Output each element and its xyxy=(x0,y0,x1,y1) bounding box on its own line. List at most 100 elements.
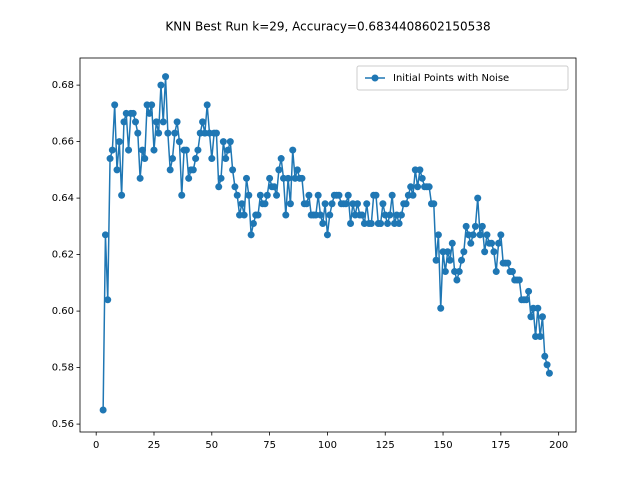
data-point xyxy=(115,138,123,146)
data-point xyxy=(425,183,433,191)
data-point xyxy=(215,183,223,191)
data-point xyxy=(157,81,165,89)
data-point xyxy=(120,118,128,126)
data-point xyxy=(328,200,336,208)
data-point xyxy=(212,129,220,137)
data-point xyxy=(159,118,167,126)
data-point xyxy=(106,155,114,163)
data-point xyxy=(162,73,170,81)
y-tick-label: 0.56 xyxy=(52,419,74,430)
data-point xyxy=(455,268,463,276)
data-point xyxy=(363,200,371,208)
data-point xyxy=(256,191,264,199)
data-point xyxy=(444,248,452,256)
data-point xyxy=(101,231,109,239)
data-point xyxy=(185,174,193,182)
data-point xyxy=(113,166,121,174)
data-point xyxy=(108,146,116,154)
data-point xyxy=(199,118,207,126)
data-point xyxy=(245,191,253,199)
data-point xyxy=(249,220,257,228)
data-point xyxy=(298,174,306,182)
legend-marker xyxy=(371,74,379,82)
data-point xyxy=(508,268,516,276)
data-point xyxy=(203,101,211,109)
data-point xyxy=(386,211,394,219)
data-point xyxy=(182,146,190,154)
data-point xyxy=(261,200,269,208)
y-tick-label: 0.58 xyxy=(52,363,74,374)
data-point xyxy=(118,191,126,199)
y-tick-label: 0.64 xyxy=(52,193,74,204)
data-point xyxy=(538,313,546,321)
data-point xyxy=(145,109,153,117)
data-point xyxy=(372,191,380,199)
data-point xyxy=(525,287,533,295)
data-point xyxy=(284,174,292,182)
data-point xyxy=(293,166,301,174)
data-point xyxy=(416,166,424,174)
data-point xyxy=(141,155,149,163)
data-point xyxy=(171,129,179,137)
y-tick-label: 0.66 xyxy=(52,137,74,148)
chart-title: KNN Best Run k=29, Accuracy=0.6834408602… xyxy=(165,20,490,34)
data-point xyxy=(226,138,234,146)
data-point xyxy=(238,200,246,208)
data-point xyxy=(418,174,426,182)
x-tick-label: 150 xyxy=(433,440,452,451)
data-point xyxy=(379,200,387,208)
data-point xyxy=(495,239,503,247)
data-point xyxy=(273,191,281,199)
data-point xyxy=(189,166,197,174)
data-point xyxy=(448,239,456,247)
x-tick-label: 50 xyxy=(205,440,218,451)
x-tick-label: 200 xyxy=(549,440,568,451)
data-point xyxy=(155,129,163,137)
data-point xyxy=(217,174,225,182)
data-point xyxy=(168,155,176,163)
data-point xyxy=(497,231,505,239)
data-point xyxy=(395,220,403,228)
y-tick-label: 0.68 xyxy=(52,80,74,91)
data-point xyxy=(314,191,322,199)
data-point xyxy=(377,220,385,228)
data-point xyxy=(222,155,230,163)
data-point xyxy=(536,333,544,341)
plot-frame xyxy=(79,57,577,433)
x-tick-label: 100 xyxy=(318,440,337,451)
data-point xyxy=(430,200,438,208)
data-point xyxy=(492,268,500,276)
data-point xyxy=(319,220,327,228)
data-point xyxy=(263,191,271,199)
x-tick-label: 175 xyxy=(491,440,510,451)
data-point xyxy=(434,231,442,239)
data-point xyxy=(229,166,237,174)
data-point xyxy=(397,211,405,219)
data-point xyxy=(402,200,410,208)
data-point xyxy=(335,191,343,199)
data-point xyxy=(138,146,146,154)
data-point xyxy=(407,183,415,191)
data-point xyxy=(490,248,498,256)
data-point xyxy=(194,146,202,154)
legend-label: Initial Points with Noise xyxy=(393,73,509,84)
data-point xyxy=(344,191,352,199)
data-point xyxy=(247,231,255,239)
data-point xyxy=(432,256,440,264)
data-point xyxy=(467,239,475,247)
x-tick-label: 125 xyxy=(376,440,395,451)
data-point xyxy=(224,146,232,154)
data-point xyxy=(527,313,535,321)
data-point xyxy=(240,211,248,219)
data-point xyxy=(134,129,142,137)
data-point xyxy=(460,248,468,256)
data-point xyxy=(543,361,551,369)
data-point xyxy=(326,211,334,219)
data-point xyxy=(353,200,361,208)
data-point xyxy=(148,101,156,109)
data-point xyxy=(286,200,294,208)
data-point xyxy=(476,231,484,239)
data-point xyxy=(358,211,366,219)
data-point xyxy=(104,296,112,304)
